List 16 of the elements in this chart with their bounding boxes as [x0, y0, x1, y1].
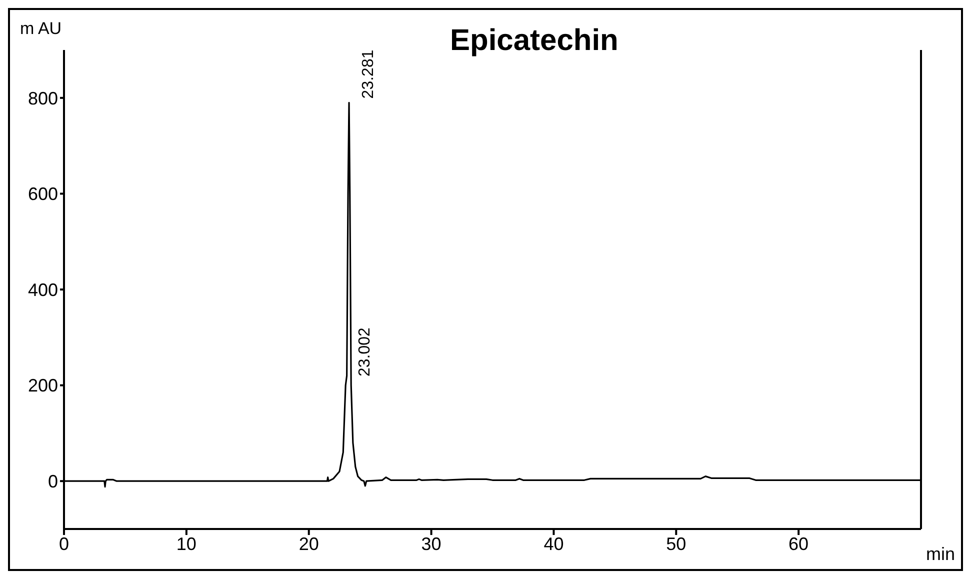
y-tick-label: 0 [48, 471, 58, 492]
x-tick-label: 20 [298, 534, 319, 554]
x-tick-label: 40 [544, 534, 564, 554]
y-tick-label: 800 [28, 88, 58, 108]
y-tick-label: 200 [28, 376, 58, 396]
y-axis-title: m AU [20, 19, 62, 38]
annotation: 23.281 [360, 50, 378, 99]
y-tick-label: 400 [28, 280, 58, 300]
y-tick-label: 600 [28, 184, 58, 204]
chart-title: Epicatechin [450, 24, 618, 58]
x-tick-label: 60 [788, 534, 809, 554]
x-tick-label: 50 [666, 534, 686, 554]
x-tick-label: 10 [176, 534, 196, 554]
x-tick-label: 30 [421, 534, 442, 554]
annotation: 23.002 [356, 327, 374, 377]
x-axis-title: min [926, 544, 955, 565]
